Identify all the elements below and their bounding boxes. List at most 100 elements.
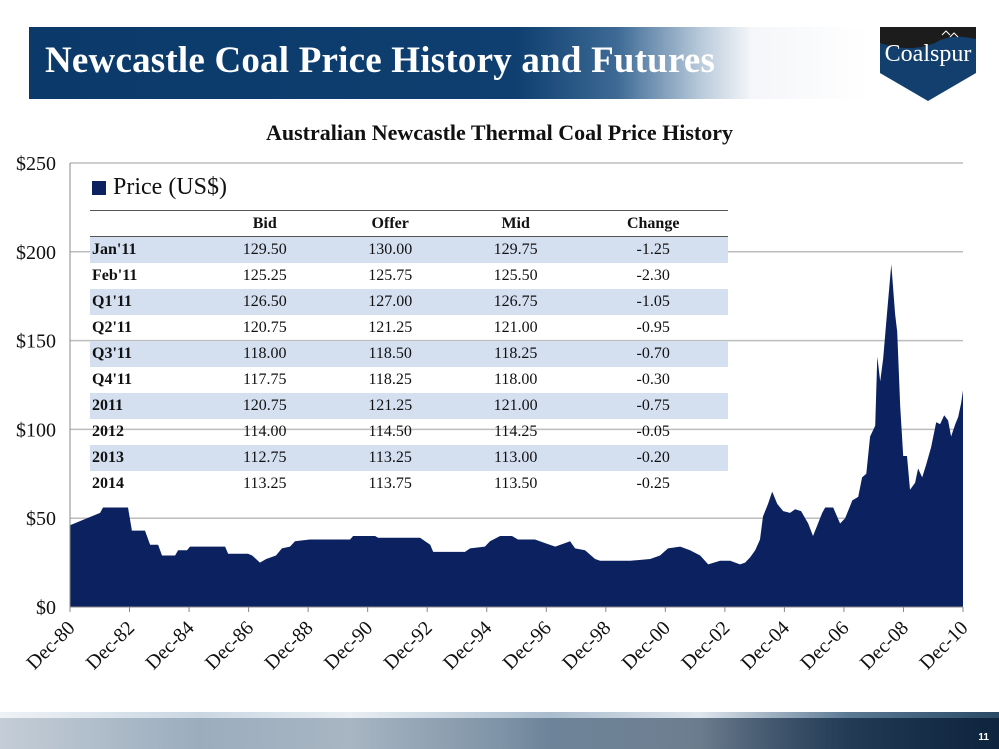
x-tick-label: Dec-92: [380, 617, 437, 674]
y-tick-label: $0: [36, 597, 56, 619]
row-label: Feb'11: [92, 267, 138, 284]
table-cell: 113.25: [327, 445, 453, 471]
y-tick-label: $250: [16, 153, 56, 175]
table-cell: -0.70: [578, 341, 728, 367]
chart-legend: Price (US$): [92, 174, 227, 201]
logo-shield-icon: [880, 27, 976, 101]
x-tick-label: Dec-88: [260, 617, 317, 674]
table-cell: 126.75: [452, 289, 579, 315]
table-cell: -0.20: [578, 445, 728, 471]
table-row: 2011 120.75 121.25 121.00 -0.75: [90, 393, 728, 419]
row-label: Q1'11: [90, 289, 202, 315]
table-cell: -1.25: [578, 236, 728, 263]
x-tick-label: Dec-86: [201, 617, 258, 674]
logo-text: Coalspur: [884, 41, 972, 67]
table-cell: 121.00: [452, 393, 579, 419]
price-area: [70, 264, 963, 607]
coalspur-logo: Coalspur: [880, 27, 976, 103]
table-cell: 113.75: [368, 475, 412, 492]
table-row: 2014 113.25 113.75 113.50 -0.25: [90, 471, 728, 497]
table-cell: 125.25: [242, 267, 287, 284]
table-cell: 130.00: [327, 236, 453, 263]
slide-title: Newcastle Coal Price History and Futures: [45, 40, 716, 81]
table-cell: 121.00: [493, 319, 538, 336]
table-cell: 118.25: [368, 371, 412, 388]
table-cell: 117.75: [243, 371, 287, 388]
table-cell: 121.25: [327, 393, 453, 419]
table-cell: -1.05: [578, 289, 728, 315]
table-cell: 114.50: [368, 423, 412, 440]
chart-title: Australian Newcastle Thermal Coal Price …: [265, 120, 733, 145]
x-tick-label: Dec-04: [737, 617, 794, 674]
x-tick-label: Dec-10: [915, 617, 972, 674]
table-header-cell: Change: [578, 210, 728, 237]
y-tick-label: $50: [26, 508, 56, 530]
table-cell: 120.75: [242, 319, 287, 336]
title-bar: Newcastle Coal Price History and Futures: [29, 27, 869, 99]
table-cell: 125.75: [368, 267, 413, 284]
table-cell: 127.00: [327, 289, 453, 315]
futures-table: Bid Offer Mid Change Jan'11 129.50 130.00 129.…: [90, 210, 728, 497]
table-cell: 112.75: [202, 445, 328, 471]
table-cell: -0.25: [636, 475, 670, 492]
x-tick-label: Dec-00: [618, 617, 675, 674]
table-cell: 118.25: [452, 341, 579, 367]
x-tick-label: Dec-82: [82, 617, 139, 674]
table-cell: -0.95: [636, 319, 670, 336]
x-tick-label: Dec-80: [22, 617, 79, 674]
row-label: Q2'11: [92, 319, 133, 336]
table-cell: -2.30: [636, 267, 670, 284]
table-cell: 118.50: [327, 341, 453, 367]
table-row: Q3'11 118.00 118.50 118.25 -0.70: [90, 341, 728, 367]
row-label: Q4'11: [92, 371, 133, 388]
table-row: Q4'11 117.75 118.25 118.00 -0.30: [90, 367, 728, 393]
table-row: 2012 114.00 114.50 114.25 -0.05: [90, 419, 728, 445]
table-cell: -0.75: [578, 393, 728, 419]
row-label: 2011: [90, 393, 202, 419]
table-row: Q1'11 126.50 127.00 126.75 -1.05: [90, 289, 728, 315]
table-header-cell: Offer: [327, 210, 453, 237]
row-label: 2013: [90, 445, 202, 471]
table-header-cell: Mid: [452, 210, 579, 237]
table-cell: 118.00: [493, 371, 538, 388]
table-cell: 126.50: [202, 289, 328, 315]
y-tick-label: $200: [16, 242, 56, 264]
x-tick-label: Dec-08: [856, 617, 913, 674]
x-tick-label: Dec-98: [558, 617, 615, 674]
y-tick-label: $150: [16, 331, 56, 353]
table-header-cell: [90, 210, 202, 237]
legend-label: Price (US$): [113, 174, 227, 200]
table-cell: -0.05: [636, 423, 670, 440]
legend-swatch: [92, 180, 106, 195]
row-label: Jan'11: [90, 236, 202, 263]
x-tick-label: Dec-02: [677, 617, 734, 674]
table-row: 2013 112.75 113.25 113.00 -0.20: [90, 445, 728, 471]
table-cell: 129.75: [452, 236, 579, 263]
row-label: Q3'11: [90, 341, 202, 367]
table-cell: 121.25: [368, 319, 413, 336]
y-tick-label: $100: [16, 419, 56, 441]
table-row: Jan'11 129.50 130.00 129.75 -1.25: [90, 236, 728, 263]
table-cell: 113.00: [452, 445, 579, 471]
x-tick-label: Dec-94: [439, 617, 496, 674]
x-tick-label: Dec-84: [141, 617, 198, 674]
table-cell: 125.50: [493, 267, 538, 284]
table-row: Feb'11 125.25 125.75 125.50 -2.30: [90, 263, 728, 289]
table-cell: 114.00: [243, 423, 287, 440]
table-cell: 113.25: [243, 475, 287, 492]
table-header-cell: Bid: [202, 210, 328, 237]
table-cell: 114.25: [493, 423, 538, 440]
page-number: 11: [978, 732, 989, 743]
table-cell: 118.00: [202, 341, 328, 367]
x-tick-label: Dec-96: [499, 617, 556, 674]
table-cell: 120.75: [202, 393, 328, 419]
row-label: 2012: [92, 423, 124, 440]
table-cell: 129.50: [202, 236, 328, 263]
table-cell: -0.30: [636, 371, 670, 388]
x-tick-label: Dec-06: [796, 617, 853, 674]
table-cell: 113.50: [493, 475, 538, 492]
x-tick-label: Dec-90: [320, 617, 377, 674]
footer-band: 11: [0, 712, 999, 749]
row-label: 2014: [92, 475, 124, 492]
